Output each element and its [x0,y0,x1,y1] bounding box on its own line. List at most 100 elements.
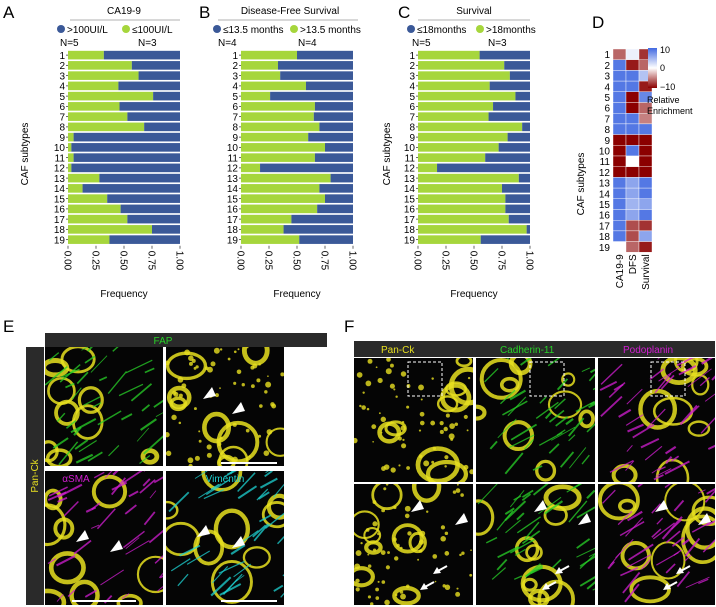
micrograph-fiber [671,455,680,462]
chart-b-bar-green-13 [241,173,331,183]
micrograph-fiber [84,589,97,598]
micrograph-cell [430,420,436,426]
micrograph-fiber [691,521,711,533]
micrograph-cell [250,384,255,389]
arrowhead-7 [455,513,468,525]
chart-c-bar-blue-14 [502,184,530,193]
heatmap-cell-13-CA19-9 [612,177,627,189]
heatmap-row-label-17: 17 [599,221,611,232]
micrograph-cell [258,434,262,438]
heatmap-row-label-6: 6 [604,104,610,115]
chart-c-ytick-9: 9 [409,133,415,144]
chart-c: Survival ≤18months >18months N=5 N=3 123… [382,6,536,300]
chart-a-bar-green-15 [68,194,108,203]
chart-c-bar-green-7 [418,112,489,121]
chart-c-bar-blue-9 [507,132,530,142]
micrograph-fiber [707,444,715,450]
chart-a-ytick-11: 11 [55,153,66,164]
micrograph-fiber [576,547,595,558]
micrograph-cell [172,390,177,395]
chart-a-bar-green-7 [68,112,128,121]
micrograph-fiber [84,355,96,364]
micrograph-cell [466,429,469,432]
chart-a-bar-blue-5 [153,91,180,101]
heatmap-cell-15-CA19-9 [612,198,627,210]
micrograph-fiber [586,423,595,433]
micrograph-fiber [532,484,549,496]
micrograph-cell [420,398,423,401]
micrograph-cell [439,421,444,426]
micrograph-gland [116,593,143,605]
chart-b-bar-blue-3 [280,71,353,80]
micrograph-fiber [600,395,623,417]
micrograph-gland [45,448,73,466]
heatmap-row-label-3: 3 [604,72,610,83]
chart-b-bar-blue-17 [291,214,353,224]
micrograph-fiber [57,496,68,503]
chart-b-bar-blue-12 [260,163,353,173]
chart-a-ytick-12: 12 [54,164,66,175]
heatmap-cell-1-CA19-9 [612,48,627,60]
chart-c-ytick-1: 1 [409,51,415,62]
micrograph-cell [194,455,200,461]
chart-c-bar-blue-5 [515,91,530,101]
micrograph-fiber [676,358,694,367]
micrograph-cell [375,366,378,369]
micrograph-fiber [85,506,97,513]
micrograph-cell [232,456,238,463]
micrograph-cell [423,460,430,467]
chart-c-bars [418,50,530,244]
chart-a-bar-green-6 [68,102,120,111]
chart-a-legend-swatch-1 [57,25,65,33]
micrograph-cell [377,377,383,384]
chart-a-bar-blue-9 [73,132,180,142]
micrograph-fiber [524,521,540,540]
chart-a-bar-blue-11 [73,153,180,162]
chart-c-ytick-15: 15 [404,194,416,205]
micrograph-cell [445,413,450,418]
chart-a-bar-blue-8 [144,122,180,132]
micrograph-cell [265,381,272,388]
micrograph-fiber [620,567,639,577]
micrograph-cell [450,437,454,441]
micrograph-fiber [125,540,150,555]
micrograph-fiber [671,536,685,547]
micrograph-fiber [489,440,498,450]
arrowhead-5 [197,525,210,537]
micrograph-gland [45,440,59,463]
micrograph-fiber [510,538,536,554]
micrograph-fiber [665,563,676,574]
micrograph-fiber [556,378,569,391]
micrograph-fiber [56,594,64,602]
micrograph-fiber [509,389,527,401]
heatmap-cell-18-DFS [625,230,640,242]
heatmap-cell-3-DFS [625,70,640,82]
micrograph-cell [444,551,450,556]
micrograph-fiber [679,404,698,426]
chart-b-bar-blue-9 [308,132,353,142]
heatmap-row-label-15: 15 [599,200,611,211]
micrograph-fiber [139,479,156,494]
micrograph-fiber [485,536,498,544]
micrograph-fiber [706,520,715,527]
micrograph-fiber [547,358,561,367]
micrograph-fiber [118,383,144,397]
micrograph-cell [372,521,378,527]
chart-a-bar-green-19 [68,235,110,244]
micrograph-gland [476,499,495,536]
micrograph-cell [455,591,461,597]
micrograph-gland [261,501,284,529]
micrograph-gland [210,559,253,604]
chart-a-bar-green-5 [68,91,154,101]
chart-b-ytick-4: 4 [232,82,238,93]
chart-c-bar-green-3 [418,71,510,80]
heatmap-cell-9-Survival [638,134,653,146]
chart-c-bar-blue-16 [505,204,530,214]
chart-a-bar-blue-2 [131,61,180,70]
micrograph-fiber [644,445,663,461]
micrograph-cell [361,405,366,410]
chart-c-bar-green-13 [418,173,519,183]
micrograph-gland [201,471,243,492]
micrograph-fiber [535,401,559,419]
